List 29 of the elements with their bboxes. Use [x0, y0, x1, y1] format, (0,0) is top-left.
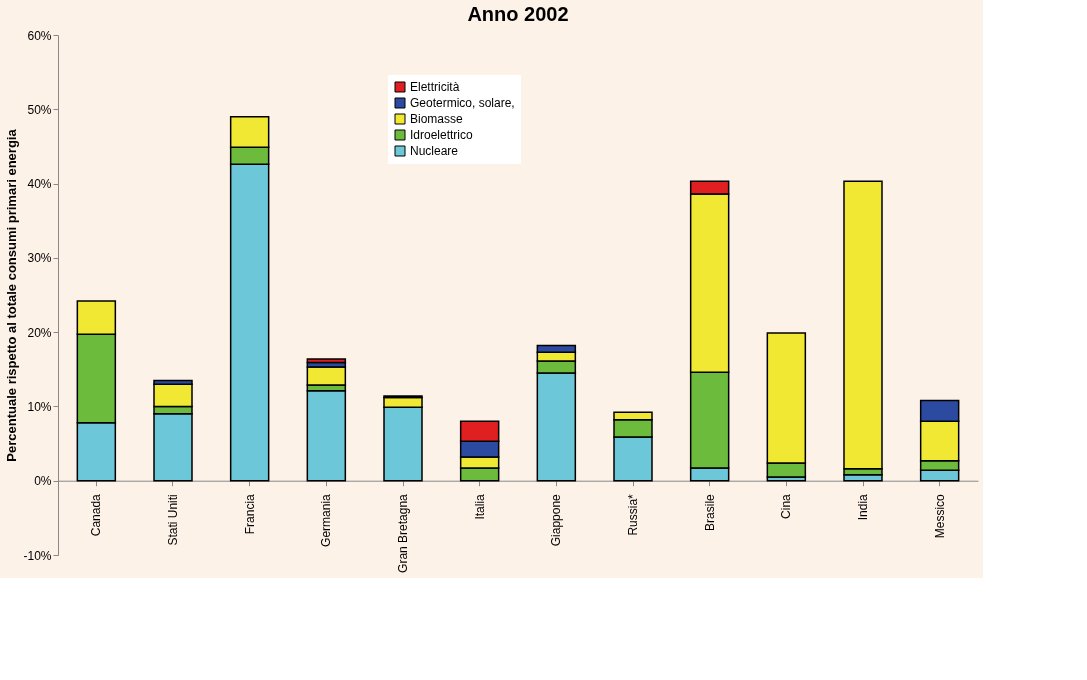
x-tick-label: Stati Uniti	[166, 494, 180, 546]
y-axis-title: Percentuale rispetto al totale consumi primari energia	[4, 128, 20, 462]
x-tick-label: Germania	[319, 493, 334, 547]
bar	[306, 358, 347, 364]
y-tick-label: 50%	[27, 102, 52, 117]
y-tick-label: 0%	[34, 474, 52, 489]
legend-label: Elettricità	[410, 80, 460, 94]
y-tick-label: 10%	[27, 399, 52, 414]
y-tick-label: 40%	[27, 177, 52, 192]
y-tick-label: 20%	[27, 325, 52, 340]
y-tick-label: 30%	[27, 251, 52, 266]
x-tick-label: Messico	[932, 493, 947, 539]
legend-label: Nucleare	[410, 144, 459, 158]
x-tick-label: Gran Bretagna	[396, 493, 410, 573]
x-tick-label: Italia	[472, 493, 487, 520]
legend-label: Idroelettrico	[410, 128, 474, 142]
y-tick-label: -10%	[23, 548, 52, 563]
x-tick-label: Cina	[779, 493, 794, 519]
legend-label: Geotermico, solare,	[410, 96, 515, 110]
legend-label: Biomasse	[410, 112, 464, 126]
x-tick-label: Francia	[242, 493, 257, 535]
x-tick-label: Russia*	[626, 493, 640, 536]
y-tick-label: 60%	[27, 28, 52, 43]
x-tick-label: Giappone	[549, 493, 564, 547]
x-tick-label: Brasile	[702, 493, 717, 531]
x-tick-label: India	[856, 493, 870, 521]
x-tick-label: Canada	[89, 493, 104, 537]
bar	[306, 390, 347, 482]
chart-title: Anno 2002	[467, 3, 569, 25]
